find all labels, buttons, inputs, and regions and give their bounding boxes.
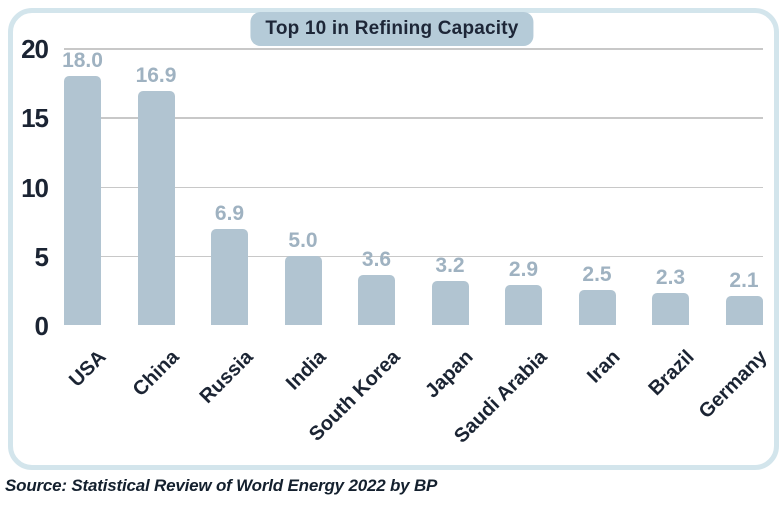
bar-value-brazil: 2.3 xyxy=(655,266,686,290)
bar-value-iran: 2.5 xyxy=(582,263,612,287)
bar-value-usa: 18.0 xyxy=(62,48,103,72)
bar-china xyxy=(137,90,175,325)
gridline-15 xyxy=(64,117,763,119)
bar-value-china: 16.9 xyxy=(135,63,177,87)
bar-russia xyxy=(211,229,248,325)
y-tick-label-10: 10 xyxy=(21,172,49,203)
y-tick-label-0: 0 xyxy=(34,311,49,341)
chart-title: Top 10 in Refining Capacity xyxy=(250,12,534,46)
bar-japan xyxy=(431,280,469,325)
bar-usa xyxy=(64,75,101,325)
gridline-5 xyxy=(64,255,763,258)
bar-saudi-arabia xyxy=(505,284,542,325)
bar-value-germany: 2.1 xyxy=(729,268,759,292)
chart-card xyxy=(8,8,779,470)
chart-stage: Top 10 in Refining Capacity 0 5 10 15 20 18.0… xyxy=(5,8,779,495)
y-tick-label-20: 20 xyxy=(21,34,49,64)
y-tick-label-15: 15 xyxy=(21,103,49,134)
bar-india xyxy=(284,255,322,325)
gridline-10 xyxy=(64,186,763,188)
gridline-20 xyxy=(64,48,763,50)
y-tick-label-5: 5 xyxy=(34,241,49,272)
bar-iran xyxy=(578,290,616,325)
bar-south-korea xyxy=(358,275,395,325)
source-caption: Source: Statistical Review of World Ener… xyxy=(5,476,438,495)
bar-brazil xyxy=(652,293,689,325)
bar-value-india: 5.0 xyxy=(288,228,318,252)
bar-value-russia: 6.9 xyxy=(214,202,245,226)
bar-germany xyxy=(725,295,763,325)
bar-value-south-korea: 3.6 xyxy=(361,248,392,272)
bar-value-japan: 3.2 xyxy=(435,253,465,277)
bar-value-saudi-arabia: 2.9 xyxy=(508,257,539,281)
